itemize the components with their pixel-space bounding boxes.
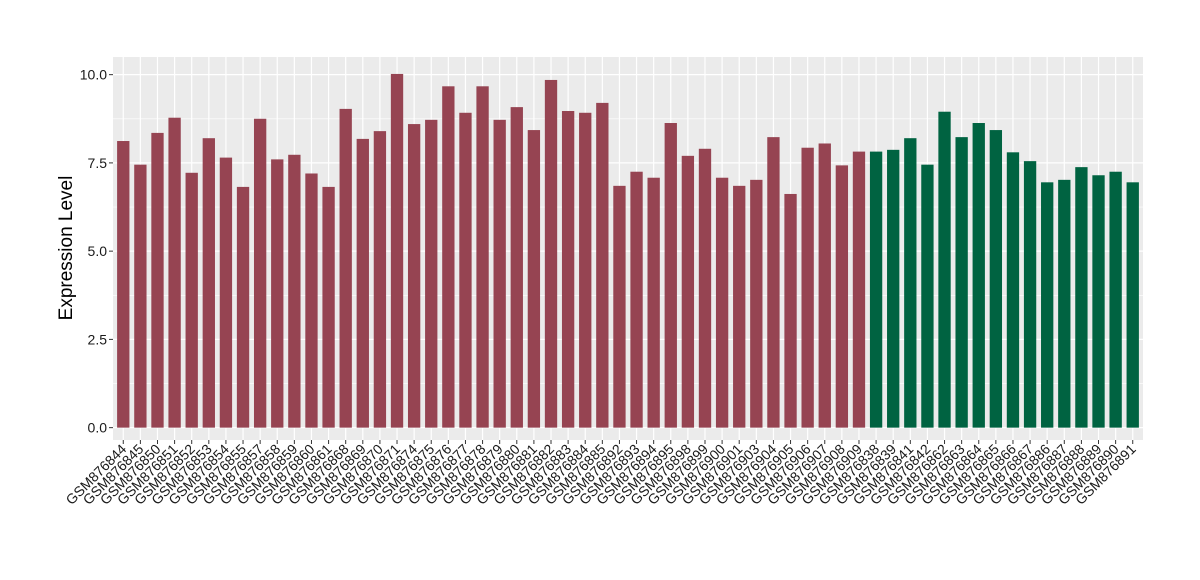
- bar: [442, 86, 455, 428]
- bar: [887, 149, 900, 428]
- bar: [579, 112, 592, 428]
- bar: [271, 159, 284, 428]
- y-tick-label: 10.0: [80, 67, 107, 83]
- bar: [459, 112, 472, 428]
- y-tick-label: 5.0: [88, 243, 108, 259]
- bar: [561, 111, 575, 428]
- bar: [1023, 161, 1037, 428]
- bar: [253, 118, 267, 428]
- bar: [630, 171, 643, 428]
- bar: [733, 185, 746, 428]
- bar: [339, 108, 352, 428]
- bar: [151, 132, 164, 428]
- bar: [715, 177, 729, 428]
- bar: [202, 138, 215, 428]
- bar: [801, 147, 814, 428]
- bar: [972, 123, 985, 428]
- bar: [989, 130, 1003, 428]
- y-axis-title: Expression Level: [56, 176, 77, 321]
- bar: [527, 130, 541, 428]
- bar: [476, 86, 489, 428]
- bar: [955, 137, 968, 428]
- y-tick-label: 2.5: [88, 331, 108, 347]
- bar: [681, 155, 695, 428]
- bar: [818, 143, 831, 428]
- bar: [938, 111, 951, 428]
- y-tick-label: 0.0: [88, 420, 108, 436]
- bar: [852, 151, 866, 428]
- bar: [185, 172, 198, 428]
- bar: [835, 165, 849, 428]
- bar: [698, 148, 712, 428]
- bar: [1006, 152, 1020, 428]
- bar: [921, 164, 934, 428]
- bar: [373, 131, 387, 428]
- bar: [1075, 167, 1088, 428]
- bar: [1109, 171, 1122, 428]
- bar: [596, 102, 609, 428]
- bar: [510, 107, 523, 428]
- bar: [647, 177, 660, 428]
- y-axis-ticks: 0.0 2.5 5.0 7.5 10.0: [80, 67, 113, 436]
- bar: [356, 138, 369, 428]
- bar: [288, 154, 301, 428]
- plot-panel: [113, 57, 1143, 440]
- bar: [613, 185, 626, 428]
- x-axis-ticks: GSM876844GSM876845GSM876850GSM876851GSM8…: [62, 440, 1139, 508]
- bar: [425, 119, 438, 428]
- bar: [390, 73, 404, 428]
- bar: [168, 117, 181, 428]
- bar: [493, 119, 506, 428]
- bar: [869, 151, 883, 428]
- bars: [117, 73, 1139, 428]
- bar: [134, 164, 147, 428]
- bar: [236, 186, 250, 428]
- bar: [117, 141, 130, 428]
- bar: [1126, 182, 1139, 428]
- bar: [544, 79, 558, 428]
- bar: [305, 173, 318, 428]
- bar: [904, 138, 917, 428]
- bar: [1092, 175, 1105, 428]
- bar: [750, 179, 763, 428]
- bar: [1058, 179, 1071, 428]
- bar: [664, 123, 677, 428]
- bar: [407, 124, 421, 428]
- y-tick-label: 7.5: [88, 155, 108, 171]
- bar: [767, 137, 780, 428]
- bar: [784, 193, 797, 428]
- bar: [322, 186, 335, 428]
- bar: [1041, 182, 1054, 428]
- bar: [219, 157, 233, 428]
